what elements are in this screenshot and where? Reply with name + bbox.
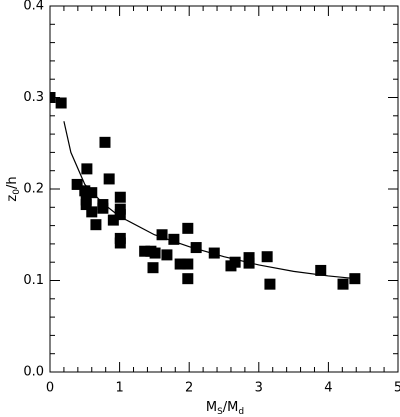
point (86, 187, 98, 199)
point (99, 136, 111, 148)
y-tick-label: 0.0 (23, 365, 44, 380)
point (114, 237, 126, 249)
y-tick-label: 0.3 (23, 90, 44, 105)
point (50, 92, 56, 103)
point (81, 163, 93, 175)
x-tick-label: 4 (324, 381, 332, 396)
point (264, 278, 276, 290)
point (182, 273, 194, 285)
point (190, 242, 202, 254)
y-tick-label: 0.4 (23, 0, 44, 14)
plot-area (50, 92, 361, 290)
y-label-part: 0 (12, 189, 22, 195)
point (149, 247, 161, 259)
x-label-part: /M (223, 400, 239, 415)
point (229, 256, 241, 268)
x-tick-label: 1 (115, 381, 123, 396)
point (156, 229, 168, 241)
x-label-part: M (206, 400, 217, 415)
point (337, 278, 349, 290)
point (114, 209, 126, 221)
point (161, 249, 173, 261)
point (147, 262, 159, 274)
point (261, 251, 273, 263)
point (86, 206, 98, 218)
x-label-part: S (217, 407, 223, 417)
point (182, 222, 194, 234)
x-tick-label: 3 (255, 381, 263, 396)
point (315, 264, 327, 276)
point (55, 97, 67, 109)
point (208, 247, 220, 259)
y-axis-label: z0/h (5, 176, 22, 201)
point (71, 178, 83, 190)
y-label-part: z (5, 195, 20, 202)
point (107, 214, 119, 226)
point (182, 258, 194, 270)
point (168, 233, 180, 245)
x-tick-label: 2 (185, 381, 193, 396)
x-label-part: d (238, 407, 244, 417)
x-tick-label: 5 (394, 381, 400, 396)
x-tick-label: 0 (46, 381, 54, 396)
point (90, 219, 102, 231)
y-label-part: /h (5, 176, 20, 189)
x-axis-label: MS/Md (206, 400, 244, 417)
point (174, 258, 186, 270)
point (79, 185, 91, 197)
y-tick-label: 0.1 (23, 273, 44, 288)
fit-curve (63, 121, 357, 280)
y-tick-label: 0.2 (23, 182, 44, 197)
point (80, 199, 92, 211)
point (97, 202, 109, 214)
point (139, 245, 151, 257)
point (103, 173, 115, 185)
plot-frame (49, 5, 399, 373)
point (114, 191, 126, 203)
